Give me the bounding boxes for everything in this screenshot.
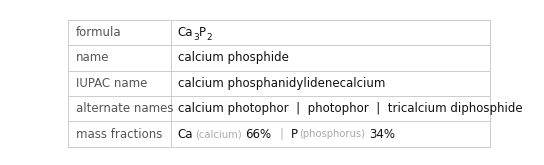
Text: |: | [279, 128, 283, 141]
Text: 3: 3 [193, 33, 199, 42]
Text: 66%: 66% [245, 128, 271, 141]
Text: 2: 2 [206, 33, 212, 42]
Text: (calcium): (calcium) [195, 129, 242, 139]
Text: formula: formula [76, 26, 121, 39]
Text: alternate names: alternate names [76, 102, 173, 115]
Text: 34%: 34% [369, 128, 395, 141]
Text: Ca: Ca [177, 26, 193, 39]
Text: calcium photophor  |  photophor  |  tricalcium diphosphide: calcium photophor | photophor | tricalci… [177, 102, 522, 115]
Text: P: P [290, 128, 298, 141]
Text: mass fractions: mass fractions [76, 128, 162, 141]
Text: IUPAC name: IUPAC name [76, 77, 147, 90]
Text: calcium phosphide: calcium phosphide [177, 51, 288, 64]
Text: Ca: Ca [177, 128, 193, 141]
Text: name: name [76, 51, 109, 64]
Text: (phosphorus): (phosphorus) [300, 129, 366, 139]
Text: calcium phosphanidylidenecalcium: calcium phosphanidylidenecalcium [177, 77, 385, 90]
Text: P: P [199, 26, 206, 39]
